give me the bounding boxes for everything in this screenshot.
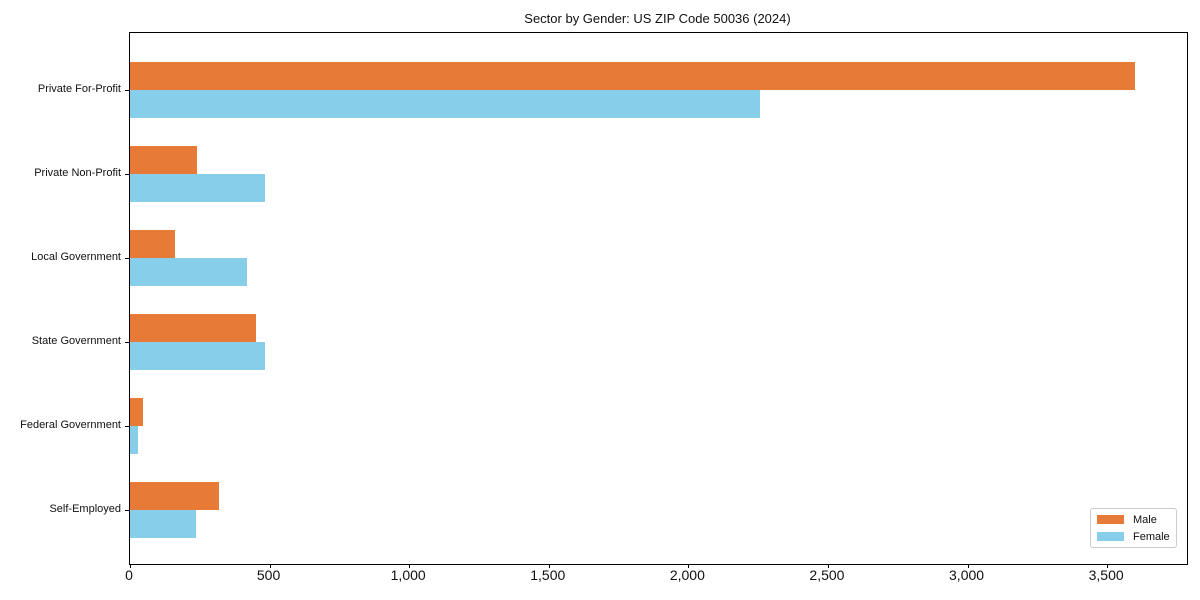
bar-female-state-government (130, 342, 265, 370)
y-tick-self-employed (125, 510, 129, 511)
bar-female-federal-government (130, 426, 138, 454)
x-tick-1500 (549, 564, 550, 568)
x-tick-0 (130, 564, 131, 568)
x-tick-3000 (968, 564, 969, 568)
bar-male-private-for-profit (130, 62, 1135, 90)
bar-male-self-employed (130, 482, 219, 510)
x-label-1000: 1,000 (390, 567, 426, 583)
x-label-0: 0 (125, 567, 133, 583)
y-tick-local-government (125, 258, 129, 259)
x-label-2500: 2,500 (809, 567, 845, 583)
x-label-3000: 3,000 (949, 567, 985, 583)
y-tick-state-government (125, 342, 129, 343)
y-tick-federal-government (125, 426, 129, 427)
y-label-local-government: Local Government (31, 251, 121, 263)
plot-area (125, 32, 1188, 568)
x-tick-3500 (1107, 564, 1108, 568)
bar-female-self-employed (130, 510, 196, 538)
legend-label-male: Male (1133, 513, 1157, 526)
y-label-private-non-profit: Private Non-Profit (34, 167, 121, 179)
bar-male-federal-government (130, 398, 143, 426)
x-tick-1000 (409, 564, 410, 568)
x-label-1500: 1,500 (530, 567, 566, 583)
y-tick-private-non-profit (125, 174, 129, 175)
legend-label-female: Female (1133, 530, 1170, 543)
y-label-private-for-profit: Private For-Profit (37, 83, 121, 95)
y-label-federal-government: Federal Government (20, 419, 121, 431)
y-label-self-employed: Self-Employed (49, 503, 121, 515)
legend-swatch-female (1097, 532, 1124, 541)
x-label-2000: 2,000 (669, 567, 705, 583)
x-tick-2000 (688, 564, 689, 568)
bar-female-private-non-profit (130, 174, 265, 202)
bar-female-local-government (130, 258, 247, 286)
x-label-3500: 3,500 (1088, 567, 1124, 583)
bar-male-state-government (130, 314, 256, 342)
y-tick-private-for-profit (125, 90, 129, 91)
bar-male-local-government (130, 230, 175, 258)
y-label-state-government: State Government (31, 335, 121, 347)
legend-item-female: Female (1097, 530, 1170, 544)
bar-male-private-non-profit (130, 146, 197, 174)
chart-title: Sector by Gender: US ZIP Code 50036 (202… (524, 11, 791, 26)
legend-item-male: Male (1097, 513, 1170, 527)
bar-female-private-for-profit (130, 90, 760, 118)
x-tick-2500 (828, 564, 829, 568)
x-label-500: 500 (256, 567, 281, 583)
legend-swatch-male (1097, 515, 1124, 524)
legend: Male Female (1090, 508, 1177, 548)
x-tick-500 (270, 564, 271, 568)
